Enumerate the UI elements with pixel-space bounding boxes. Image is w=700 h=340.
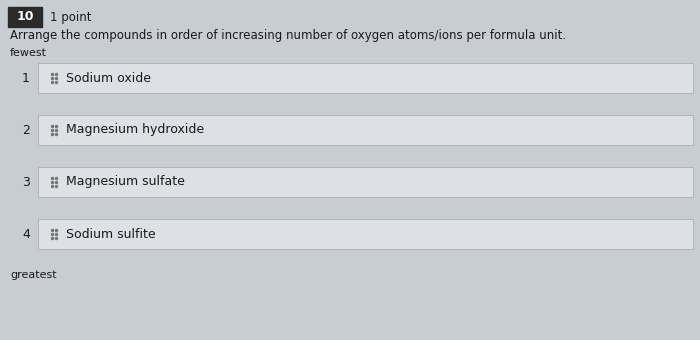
- FancyBboxPatch shape: [8, 7, 42, 27]
- Text: 2: 2: [22, 123, 30, 136]
- Text: Arrange the compounds in order of increasing number of oxygen atoms/ions per for: Arrange the compounds in order of increa…: [10, 30, 566, 42]
- Text: 4: 4: [22, 227, 30, 240]
- Text: Magnesium hydroxide: Magnesium hydroxide: [66, 123, 204, 136]
- FancyBboxPatch shape: [38, 167, 693, 197]
- Text: Sodium oxide: Sodium oxide: [66, 71, 151, 85]
- Text: 10: 10: [16, 11, 34, 23]
- Text: 1: 1: [22, 71, 30, 85]
- Text: fewest: fewest: [10, 48, 47, 58]
- Text: Sodium sulfite: Sodium sulfite: [66, 227, 155, 240]
- FancyBboxPatch shape: [38, 63, 693, 93]
- FancyBboxPatch shape: [38, 219, 693, 249]
- Text: Magnesium sulfate: Magnesium sulfate: [66, 175, 185, 188]
- FancyBboxPatch shape: [38, 115, 693, 145]
- Text: 3: 3: [22, 175, 30, 188]
- Text: greatest: greatest: [10, 270, 57, 280]
- Text: 1 point: 1 point: [50, 11, 92, 23]
